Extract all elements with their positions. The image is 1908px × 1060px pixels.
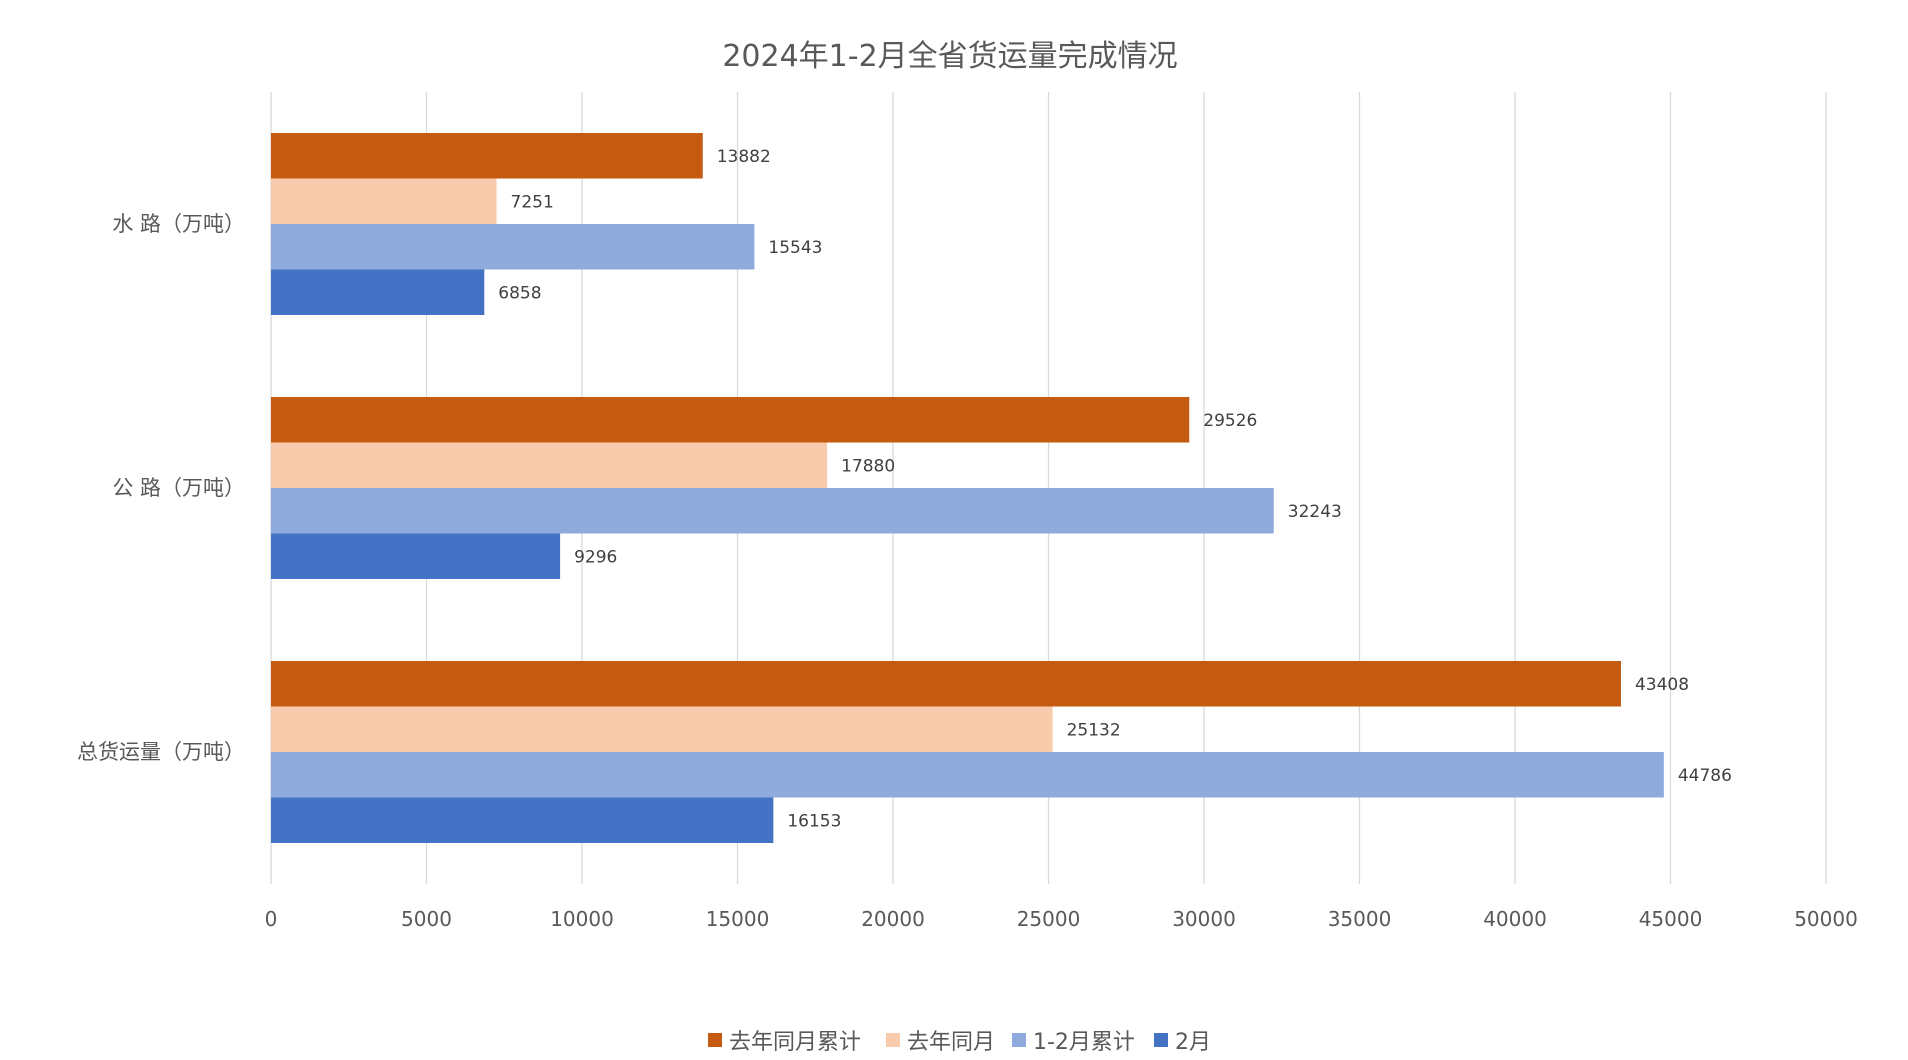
data-label: 13882 xyxy=(717,147,771,167)
category-label: 公 路（万吨） xyxy=(112,476,245,500)
x-tick-label: 10000 xyxy=(550,907,614,931)
data-label: 15543 xyxy=(768,238,822,258)
chart-title: 2024年1-2月全省货运量完成情况 xyxy=(722,39,1177,74)
x-tick-label: 30000 xyxy=(1172,907,1236,931)
data-label: 17880 xyxy=(841,456,895,476)
data-label: 29526 xyxy=(1203,411,1257,431)
x-tick-label: 45000 xyxy=(1639,907,1703,931)
bars xyxy=(271,133,1664,843)
x-tick-label: 20000 xyxy=(861,907,925,931)
category-label: 总货运量（万吨） xyxy=(77,740,245,764)
bar xyxy=(271,269,485,315)
category-label: 水 路（万吨） xyxy=(112,212,245,236)
legend-swatch xyxy=(1012,1033,1026,1047)
data-label: 7251 xyxy=(511,192,554,212)
data-label: 6858 xyxy=(498,283,541,303)
legend: 去年同月累计 去年同月 1-2月累计 2月 xyxy=(708,1030,1211,1055)
bar xyxy=(271,224,755,270)
legend-swatch xyxy=(1154,1033,1168,1047)
data-label: 44786 xyxy=(1678,766,1732,786)
data-labels: 13882 7251 15543 6858 29526 17880 32243 9296 434… xyxy=(498,147,1732,832)
data-label: 16153 xyxy=(787,811,841,831)
bar xyxy=(271,442,828,488)
bar xyxy=(271,661,1621,707)
bar xyxy=(271,752,1664,798)
data-label: 9296 xyxy=(574,547,617,567)
bar xyxy=(271,397,1190,443)
x-tick-label: 50000 xyxy=(1794,907,1858,931)
x-tick-label: 35000 xyxy=(1328,907,1392,931)
bar xyxy=(271,488,1274,534)
bar xyxy=(271,133,703,179)
x-tick-label: 5000 xyxy=(401,907,452,931)
bar xyxy=(271,533,561,579)
bar xyxy=(271,178,497,224)
legend-label: 去年同月累计 xyxy=(729,1030,861,1055)
bar xyxy=(271,797,774,843)
x-tick-labels: 0 5000 10000 15000 20000 25000 30000 35000 40000… xyxy=(265,907,1858,931)
legend-label: 去年同月 xyxy=(907,1030,995,1055)
legend-swatch xyxy=(708,1033,722,1047)
data-label: 25132 xyxy=(1067,720,1121,740)
x-tick-label: 0 xyxy=(265,907,278,931)
legend-label: 1-2月累计 xyxy=(1033,1030,1135,1055)
category-labels: 水 路（万吨） 公 路（万吨） 总货运量（万吨） xyxy=(77,212,245,764)
bar xyxy=(271,706,1053,752)
legend-label: 2月 xyxy=(1175,1030,1211,1055)
legend-swatch xyxy=(886,1033,900,1047)
x-tick-label: 15000 xyxy=(706,907,770,931)
data-label: 32243 xyxy=(1288,502,1342,522)
x-tick-label: 40000 xyxy=(1483,907,1547,931)
data-label: 43408 xyxy=(1635,675,1689,695)
x-tick-label: 25000 xyxy=(1017,907,1081,931)
